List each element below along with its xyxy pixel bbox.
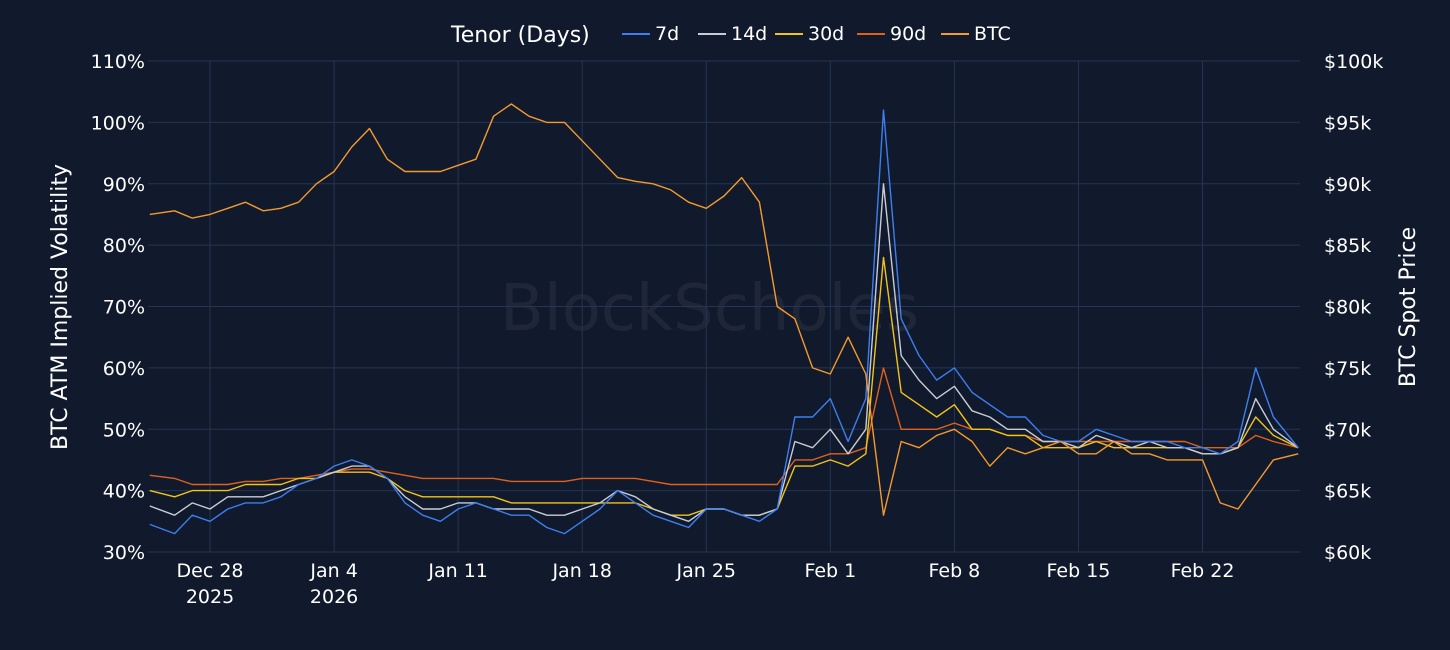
y-right-tick-label: $70k	[1324, 419, 1371, 441]
y-left-tick-label: 50%	[103, 419, 145, 441]
y-axis-left-title: BTC ATM Implied Volatility	[48, 164, 73, 450]
x-tick-label: Jan 11	[427, 560, 488, 582]
x-axis: Dec 28 2025 Jan 4 2026 Jan 11 Jan 18 Jan 25 Feb…	[177, 560, 1235, 608]
y-left-tick-label: 90%	[103, 174, 145, 196]
x-tick-label: Feb 22	[1171, 560, 1235, 582]
y-left-tick-label: 60%	[103, 358, 145, 380]
y-right-tick-label: $60k	[1324, 542, 1371, 564]
legend-title: Tenor (Days)	[450, 23, 590, 48]
y-axis-right-title: BTC Spot Price	[1396, 227, 1421, 387]
y-right-tick-label: $75k	[1324, 358, 1371, 380]
y-left-tick-label: 80%	[103, 235, 145, 257]
series-layer	[149, 103, 1299, 535]
y-left-tick-label: 100%	[91, 112, 145, 134]
x-tick-label: Jan 18	[551, 560, 612, 582]
y-right-tick-label: $90k	[1324, 174, 1371, 196]
watermark: BlockScholes	[500, 272, 919, 346]
x-tick-label: Jan 25	[676, 560, 737, 582]
legend-label-90d: 90d	[890, 23, 926, 45]
legend: Tenor (Days) 7d 14d 30d 90d BTC	[450, 23, 1011, 48]
y-right-tick-label: $85k	[1324, 235, 1371, 257]
x-tick-label: Dec 28	[177, 560, 244, 582]
legend-label-7d: 7d	[655, 23, 679, 45]
y-left-tick-label: 40%	[103, 481, 145, 503]
legend-label-30d: 30d	[808, 23, 844, 45]
y-right-tick-label: $80k	[1324, 297, 1371, 319]
y-right-tick-label: $95k	[1324, 112, 1371, 134]
y-right-tick-label: $65k	[1324, 481, 1371, 503]
y-axis-left: 30% 40% 50% 60% 70% 80% 90% 100% 110%	[91, 51, 145, 564]
grid	[148, 60, 1300, 553]
y-axis-right: $60k $65k $70k $75k $80k $85k $90k $95k $100k	[1324, 51, 1383, 564]
x-tick-label: Feb 1	[804, 560, 856, 582]
y-right-tick-label: $100k	[1324, 51, 1383, 73]
x-tick-label: Jan 4	[309, 560, 357, 582]
series-line-90d	[149, 367, 1299, 486]
x-tick-sublabel: 2025	[186, 586, 234, 608]
y-left-tick-label: 30%	[103, 542, 145, 564]
series-line-BTC	[149, 103, 1299, 516]
legend-label-14d: 14d	[731, 23, 767, 45]
x-tick-label: Feb 15	[1047, 560, 1111, 582]
x-tick-label: Feb 8	[929, 560, 981, 582]
series-line-7d	[149, 109, 1299, 535]
x-tick-sublabel: 2026	[310, 586, 358, 608]
series-line-14d	[149, 183, 1299, 522]
legend-label-BTC: BTC	[974, 23, 1011, 45]
y-left-tick-label: 110%	[91, 51, 145, 73]
y-left-tick-label: 70%	[103, 297, 145, 319]
